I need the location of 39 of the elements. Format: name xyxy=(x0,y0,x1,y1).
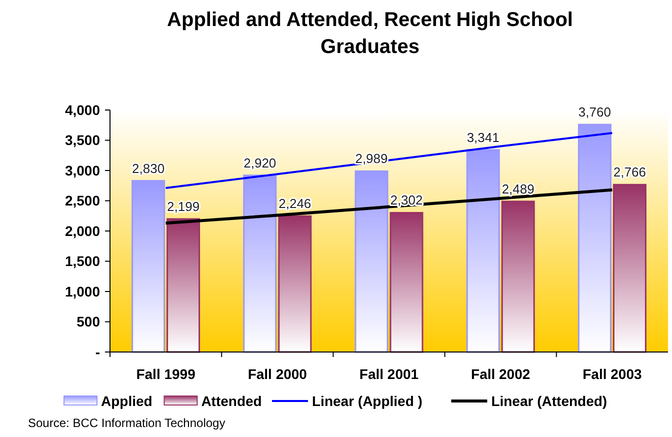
legend-label: Linear (Attended) xyxy=(491,392,608,409)
bar xyxy=(243,174,277,353)
y-tick-label: - xyxy=(95,344,100,360)
legend-label: Attended xyxy=(201,392,262,409)
text: 3,341 xyxy=(466,130,500,145)
bar xyxy=(612,184,646,353)
legend-label: Applied xyxy=(101,392,152,409)
bar xyxy=(578,124,612,353)
y-tick-label: 4,000 xyxy=(64,102,100,118)
text: 3,760 xyxy=(578,104,611,120)
text: 2,246 xyxy=(278,196,312,212)
y-tick-label: 1,500 xyxy=(64,253,100,270)
source-note: Source: BCC Information Technology xyxy=(28,416,226,430)
bar xyxy=(390,212,424,353)
bar xyxy=(501,200,535,353)
text: 2,302 xyxy=(390,192,423,208)
y-tick-label: 3,500 xyxy=(64,132,100,148)
chart-title: Applied and Attended, Recent High School Graduates xyxy=(167,9,573,58)
text: 2,489 xyxy=(502,181,534,196)
y-tick-label: 2,500 xyxy=(64,192,100,209)
x-tick-label: Fall 2000 xyxy=(248,366,308,382)
text: 2,830 xyxy=(132,160,165,176)
bar xyxy=(166,218,200,353)
y-tick-label: 3,000 xyxy=(64,162,100,178)
bar xyxy=(354,170,388,353)
x-tick-label: Fall 2002 xyxy=(471,366,530,382)
bar xyxy=(132,180,166,353)
x-tick-label: Fall 1999 xyxy=(136,366,196,382)
legend-label: Linear (Applied ) xyxy=(312,392,422,409)
x-tick-label: Fall 2001 xyxy=(359,366,419,382)
text: 2,199 xyxy=(167,198,200,214)
bar xyxy=(466,149,500,353)
y-tick-label: 1,000 xyxy=(64,283,100,300)
x-tick-label: Fall 2003 xyxy=(582,366,642,382)
text: 2,766 xyxy=(613,164,646,180)
text: 2,920 xyxy=(244,155,276,170)
y-tick-label: 2,000 xyxy=(64,222,100,239)
bar xyxy=(278,215,312,353)
y-tick-label: 500 xyxy=(76,314,100,330)
